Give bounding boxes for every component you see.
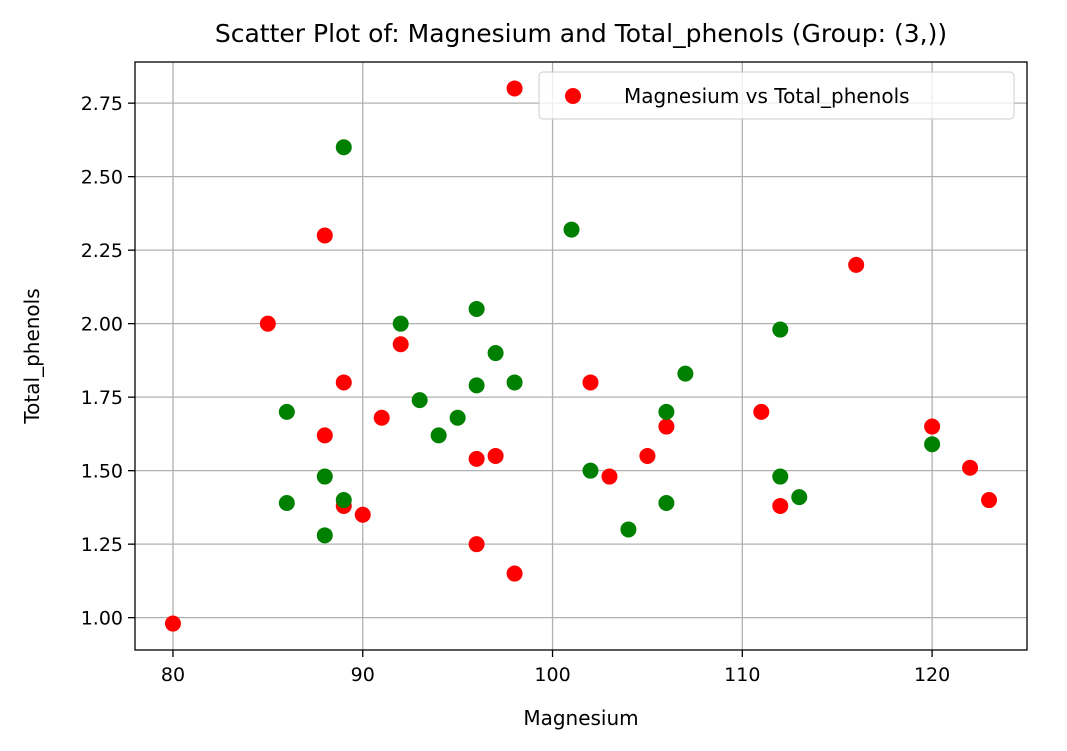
y-tick-label: 1.25 [81,534,123,556]
legend-box [538,71,1015,120]
legend-marker [565,88,581,104]
data-point-green [278,495,295,511]
data-point-red [506,565,523,582]
data-point-green [772,468,789,485]
data-point-red [962,459,979,476]
data-point-green [658,495,675,511]
y-axis-label: Total_phenols [20,288,44,424]
data-point-red [658,418,675,435]
data-point-green [468,377,485,394]
axis-ticks: 80 90 100 110 120 1.00 1.25 1.50 1.75 2.00 2.25 2.5… [81,93,951,686]
data-point-green [924,436,941,453]
data-point-green [411,392,428,409]
data-point-red [468,450,485,467]
data-point-green [449,409,466,426]
data-point-red [354,506,371,523]
data-point-red [506,80,523,97]
data-point-green [658,403,675,420]
data-point-green [392,315,409,332]
data-point-red [772,497,789,514]
data-point-red [316,227,333,244]
y-tick-label: 2.00 [81,314,123,336]
grid [135,62,1027,650]
data-point-red [335,374,352,391]
data-point-red [639,447,656,464]
x-tick-label: 120 [914,664,950,686]
data-point-green [772,321,789,338]
data-point-green [430,427,447,444]
plot-frame [134,61,1028,651]
data-point-red [316,427,333,444]
data-point-green [487,345,504,362]
x-axis-label: Magnesium [523,706,638,730]
data-point-red [468,536,485,553]
x-tick-label: 110 [724,664,760,686]
y-tick-label: 1.75 [81,387,123,409]
x-tick-label: 100 [534,664,570,686]
y-tick-label: 2.75 [81,93,123,115]
data-point-red [981,492,998,509]
data-point-red [373,409,390,426]
data-point-red [848,256,865,273]
data-point-green [791,489,808,506]
y-tick-label: 1.00 [81,608,123,630]
data-point-red [487,447,504,464]
data-point-red [753,403,770,420]
legend: Magnesium vs Total_phenols [538,71,1015,120]
x-tick-label: 90 [351,664,375,686]
data-point-green [677,365,694,382]
data-point-red [582,374,599,391]
data-point-green [278,403,295,420]
legend-label: Magnesium vs Total_phenols [624,84,910,108]
data-point-red [601,468,618,485]
data-point-green [582,462,599,479]
data-point-red [392,336,409,353]
data-points [164,80,998,632]
data-point-red [164,615,181,632]
data-point-green [335,139,352,156]
data-point-green [506,374,523,391]
y-tick-label: 2.50 [81,167,123,189]
y-tick-label: 1.50 [81,461,123,483]
data-point-green [316,527,333,544]
data-point-green [620,521,637,538]
y-tick-label: 2.25 [81,240,123,262]
chart-title: Scatter Plot of: Magnesium and Total_phe… [215,19,947,48]
data-point-red [924,418,941,435]
data-point-red [259,315,276,332]
data-point-green [563,221,580,238]
x-tick-label: 80 [161,664,185,686]
data-point-green [316,468,333,485]
data-point-green [468,300,485,317]
data-point-green [335,492,352,509]
